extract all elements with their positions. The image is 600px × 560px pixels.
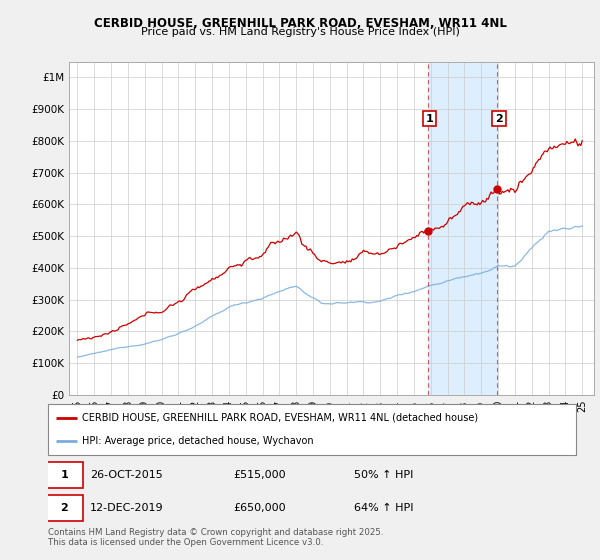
- Text: Contains HM Land Registry data © Crown copyright and database right 2025.
This d: Contains HM Land Registry data © Crown c…: [48, 528, 383, 547]
- Text: 12-DEC-2019: 12-DEC-2019: [90, 503, 164, 513]
- Text: 2: 2: [61, 503, 68, 513]
- Text: 50% ↑ HPI: 50% ↑ HPI: [354, 470, 413, 480]
- Bar: [428, 62, 497, 395]
- FancyBboxPatch shape: [46, 462, 83, 488]
- Text: 1: 1: [425, 114, 433, 124]
- Text: Price paid vs. HM Land Registry's House Price Index (HPI): Price paid vs. HM Land Registry's House …: [140, 27, 460, 38]
- Text: CERBID HOUSE, GREENHILL PARK ROAD, EVESHAM, WR11 4NL (detached house): CERBID HOUSE, GREENHILL PARK ROAD, EVESH…: [82, 413, 478, 423]
- Text: £515,000: £515,000: [233, 470, 286, 480]
- Text: 64% ↑ HPI: 64% ↑ HPI: [354, 503, 414, 513]
- Text: CERBID HOUSE, GREENHILL PARK ROAD, EVESHAM, WR11 4NL: CERBID HOUSE, GREENHILL PARK ROAD, EVESH…: [94, 17, 506, 30]
- Text: 2: 2: [495, 114, 503, 124]
- Text: 26-OCT-2015: 26-OCT-2015: [90, 470, 163, 480]
- FancyBboxPatch shape: [48, 404, 576, 455]
- Text: 1: 1: [61, 470, 68, 480]
- Text: £650,000: £650,000: [233, 503, 286, 513]
- FancyBboxPatch shape: [46, 495, 83, 521]
- Text: HPI: Average price, detached house, Wychavon: HPI: Average price, detached house, Wych…: [82, 436, 314, 446]
